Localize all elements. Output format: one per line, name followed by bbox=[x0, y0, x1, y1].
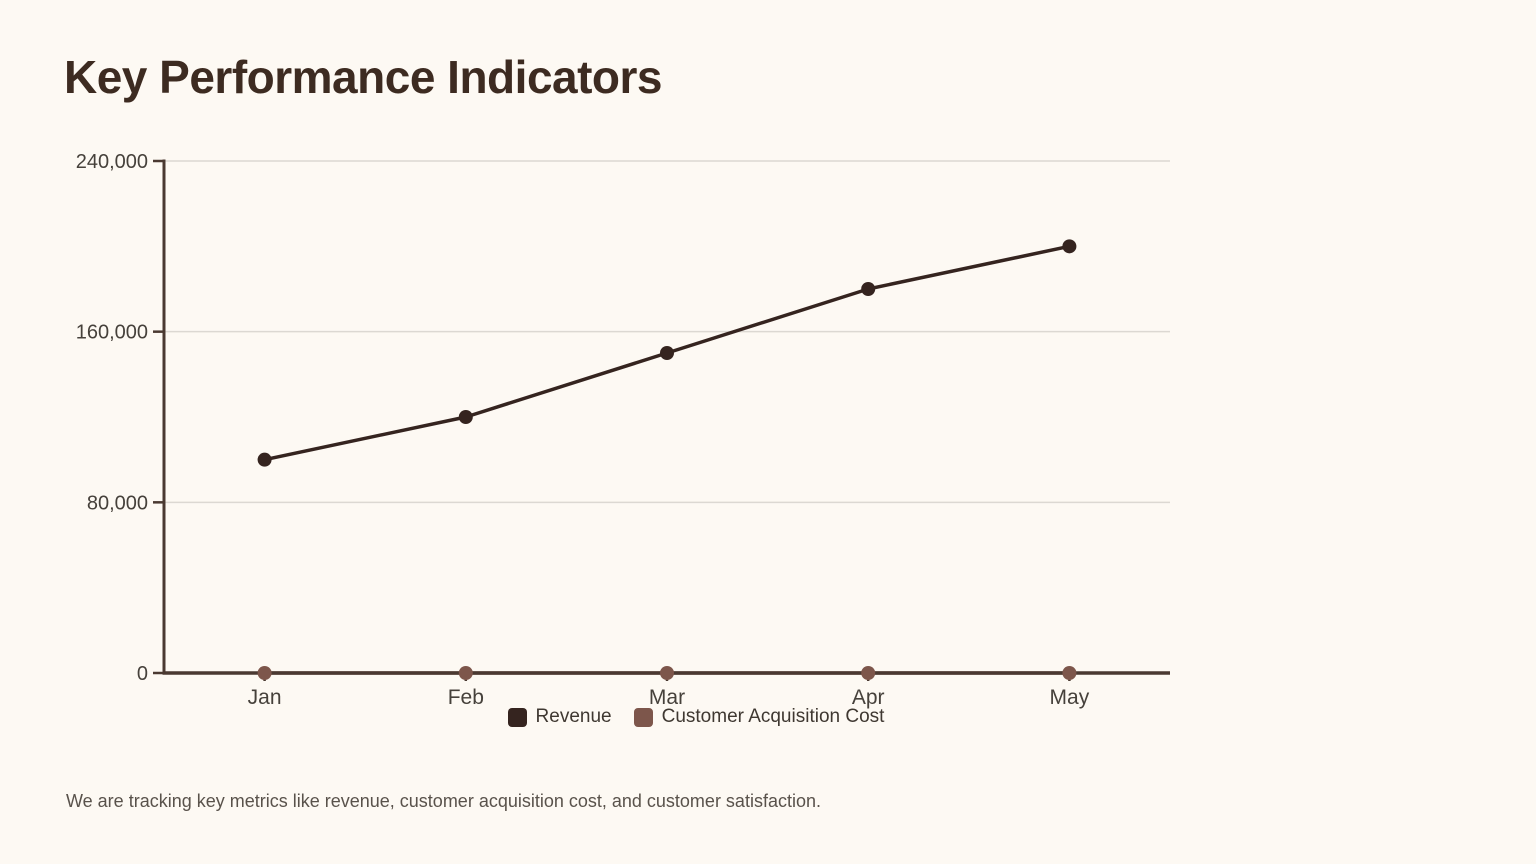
data-point-series-0 bbox=[660, 346, 674, 360]
x-tick-label: Feb bbox=[448, 686, 484, 709]
cac-swatch-icon bbox=[633, 707, 653, 727]
y-tick-label: 80,000 bbox=[87, 492, 148, 514]
chart-legend: Revenue Customer Acquisition Cost bbox=[184, 706, 1208, 728]
data-point-series-1 bbox=[861, 666, 876, 680]
data-point-series-0 bbox=[458, 410, 473, 424]
legend-item-cac: Customer Acquisition Cost bbox=[633, 706, 885, 728]
x-tick-label: May bbox=[1050, 686, 1090, 709]
y-tick-label: 160,000 bbox=[76, 322, 148, 344]
data-point-series-0 bbox=[1062, 239, 1077, 254]
x-tick-label: Apr bbox=[852, 686, 885, 709]
footer-note: We are tracking key metrics like revenue… bbox=[66, 791, 821, 811]
legend-label-cac: Customer Acquisition Cost bbox=[661, 706, 885, 727]
data-point-series-1 bbox=[1062, 666, 1077, 680]
x-tick-label: Jan bbox=[248, 686, 282, 709]
y-tick-label: 0 bbox=[137, 663, 148, 685]
y-tick-label: 240,000 bbox=[76, 151, 148, 173]
data-point-series-0 bbox=[861, 282, 876, 296]
legend-label-revenue: Revenue bbox=[535, 706, 612, 727]
data-point-series-1 bbox=[458, 666, 473, 680]
data-point-series-0 bbox=[257, 452, 272, 467]
x-tick-label: Mar bbox=[649, 686, 685, 709]
data-point-series-1 bbox=[257, 666, 272, 680]
revenue-swatch-icon bbox=[507, 707, 527, 727]
page-title: Key Performance Indicators bbox=[64, 51, 663, 103]
data-point-series-1 bbox=[660, 666, 674, 680]
legend-item-revenue: Revenue bbox=[507, 706, 612, 728]
